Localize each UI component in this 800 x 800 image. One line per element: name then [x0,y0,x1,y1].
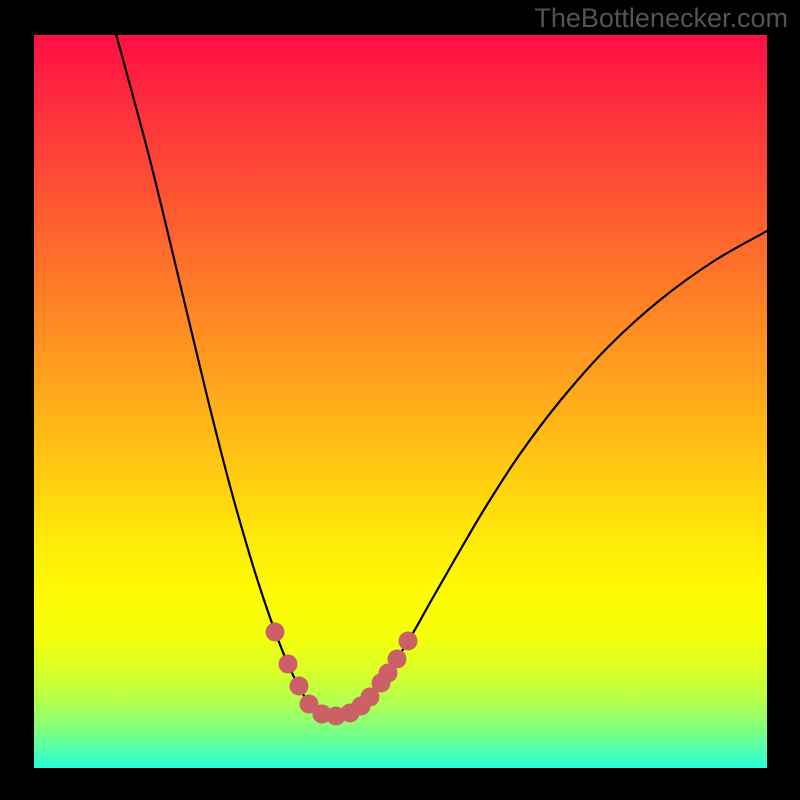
curve-marker [279,655,298,674]
attribution-text: TheBottlenecker.com [534,3,788,34]
curve-marker [388,650,407,669]
chart-stage: TheBottlenecker.com [0,0,800,800]
curve-marker [399,632,418,651]
bottleneck-curve-layer [0,0,800,800]
bottleneck-curve [116,34,767,717]
curve-marker [290,677,309,696]
curve-marker [266,623,285,642]
